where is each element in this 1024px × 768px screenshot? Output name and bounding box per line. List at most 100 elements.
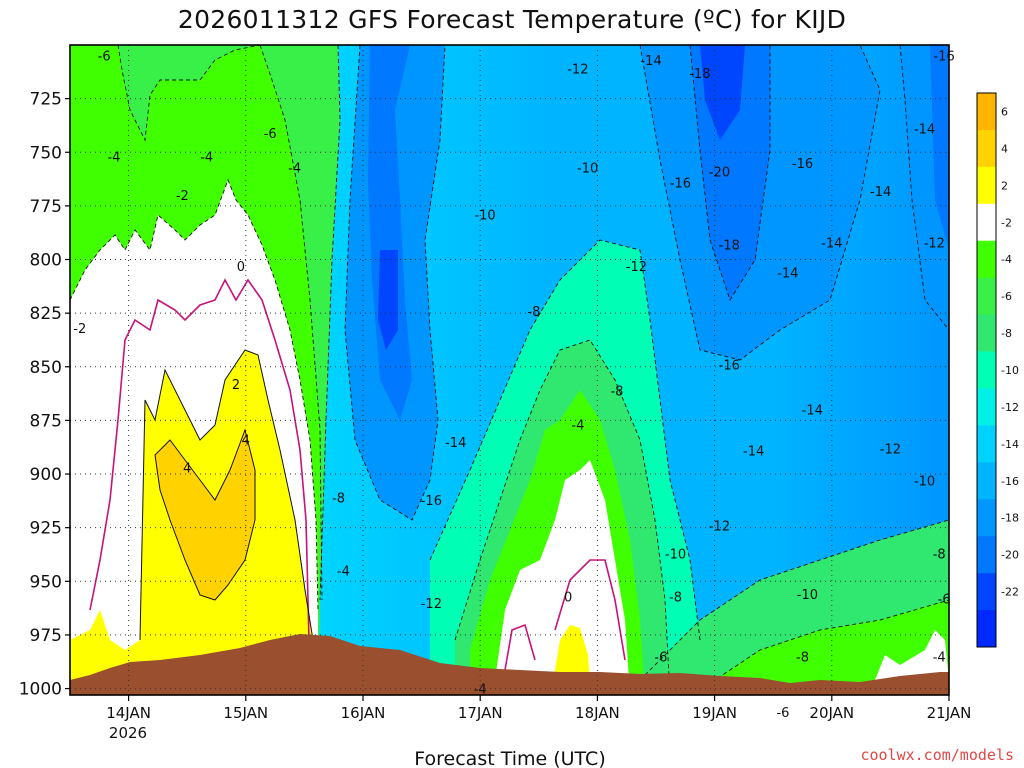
contour-label: -18 bbox=[719, 239, 740, 254]
y-tick-label: 950 bbox=[30, 572, 62, 592]
warm-layer-plus4 bbox=[155, 430, 255, 600]
warm-pocket-18jan bbox=[555, 625, 590, 680]
contour-label: -12 bbox=[880, 442, 901, 457]
x-axis: 14JAN 15JAN 16JAN 17JAN 18JAN 19JAN 20JAN 21JAN bbox=[106, 695, 971, 722]
colorbar-swatch bbox=[977, 573, 996, 611]
colorbar-label: -22 bbox=[1001, 586, 1019, 599]
contour-label: -18 bbox=[689, 67, 710, 82]
colorbar-label: -10 bbox=[1001, 364, 1019, 377]
contour-label: -12 bbox=[567, 63, 588, 78]
contour-label: 4 bbox=[183, 462, 191, 477]
colorbar-swatch bbox=[977, 351, 996, 389]
colorbar-label: -20 bbox=[1001, 549, 1019, 562]
contour-label: -16 bbox=[670, 176, 691, 191]
contour-label: -6 bbox=[98, 50, 111, 65]
y-axis: 725 750 775 800 825 850 875 900 925 950 975 1000 bbox=[19, 90, 70, 700]
contour-label: -20 bbox=[709, 166, 730, 181]
contour-label: -8 bbox=[332, 492, 345, 507]
y-tick-label: 875 bbox=[30, 411, 62, 431]
contour-line-plus4 bbox=[154, 428, 256, 601]
contour-label: -12 bbox=[626, 260, 647, 275]
contour-lines bbox=[70, 45, 949, 695]
contour-line-minus8 bbox=[319, 45, 341, 601]
colorbar-label: -6 bbox=[1001, 290, 1012, 303]
contour-label: -16 bbox=[719, 359, 740, 374]
contour-label: -8 bbox=[610, 384, 623, 399]
colorbar-label: -12 bbox=[1001, 401, 1019, 414]
contour-label: -8 bbox=[796, 650, 809, 665]
contour-label: -14 bbox=[640, 54, 661, 69]
contour-label: 0 bbox=[564, 590, 572, 605]
contour-label: -12 bbox=[709, 520, 730, 535]
contour-line-plus2 bbox=[139, 349, 314, 641]
contour-label: -10 bbox=[577, 161, 598, 176]
contour-label: -6 bbox=[776, 706, 789, 721]
x-tick-label: 18JAN bbox=[575, 704, 620, 722]
contour-label: -4 bbox=[107, 151, 120, 166]
y-tick-label: 925 bbox=[30, 519, 62, 539]
colorbar-swatch bbox=[977, 314, 996, 352]
y-tick-label: 900 bbox=[30, 465, 62, 485]
contour-label: -14 bbox=[914, 123, 935, 138]
colorbar-swatch bbox=[977, 388, 996, 426]
colorbar-label: -18 bbox=[1001, 512, 1019, 525]
contour-label: -14 bbox=[821, 236, 842, 251]
x-tick-label: 17JAN bbox=[458, 704, 503, 722]
chart-title: 2026011312 GFS Forecast Temperature (ºC)… bbox=[178, 5, 846, 34]
contour-line-minus14 bbox=[454, 339, 671, 695]
contour-label: -14 bbox=[445, 436, 466, 451]
contour-label: -6 bbox=[264, 127, 277, 142]
x-tick-label: 20JAN bbox=[809, 704, 854, 722]
cold-core-16jan-center bbox=[378, 250, 398, 350]
colorbar-label: 2 bbox=[1001, 179, 1008, 192]
colorbar-swatch bbox=[977, 536, 996, 574]
colorbar-swatch bbox=[977, 610, 996, 648]
cold-core-19jan-center bbox=[700, 45, 745, 140]
contour-label: -14 bbox=[743, 444, 764, 459]
colorbar-label: -4 bbox=[1001, 253, 1012, 266]
colorbar-swatch bbox=[977, 240, 996, 279]
contour-line-minus10 bbox=[344, 45, 446, 521]
contour-label: -14 bbox=[870, 185, 891, 200]
terrain-ground bbox=[70, 634, 949, 695]
contour-label: -2 bbox=[176, 189, 189, 204]
y-tick-label: 850 bbox=[30, 358, 62, 378]
contour-label: -2 bbox=[73, 322, 86, 337]
colorbar-label: 6 bbox=[1001, 105, 1008, 118]
cold-core-21jan-inner bbox=[930, 45, 949, 250]
contour-label: -16 bbox=[933, 50, 954, 65]
colorbar-label: -14 bbox=[1001, 438, 1019, 451]
contour-label: 0 bbox=[237, 260, 245, 275]
contour-line-minus12 bbox=[429, 239, 701, 641]
contour-line-minus22 bbox=[699, 599, 949, 691]
contour-label: -12 bbox=[421, 597, 442, 612]
contour-label: -6 bbox=[938, 592, 951, 607]
y-tick-label: 725 bbox=[30, 90, 62, 110]
cold-core-16jan-inner bbox=[368, 45, 412, 420]
contour-label: -4 bbox=[571, 419, 584, 434]
contour-label: 2 bbox=[232, 378, 240, 393]
contour-line-minus18 bbox=[689, 45, 771, 302]
colorbar: 6 4 2 -2 -4 -6 -8 -10 -12 -14 -16 -18 -20 -22 bbox=[976, 92, 1019, 648]
colorbar-swatch bbox=[977, 129, 996, 168]
credit-text: coolwx.com/models bbox=[860, 746, 1014, 764]
contour-line-minus2 bbox=[70, 178, 319, 611]
contour-labels: -6-4 -4-6-4-2-20244-8-4-12-14-18-16-14-10… bbox=[73, 50, 954, 721]
y-tick-label: 1000 bbox=[19, 680, 62, 700]
y-tick-label: 825 bbox=[30, 304, 62, 324]
contour-label: -10 bbox=[474, 208, 495, 223]
contour-line-minus24 bbox=[899, 45, 949, 331]
colorbar-label: -16 bbox=[1001, 475, 1019, 488]
contour-label: 4 bbox=[242, 434, 250, 449]
contour-label: -14 bbox=[777, 266, 798, 281]
y-tick-label: 800 bbox=[30, 251, 62, 271]
contour-label: -10 bbox=[797, 588, 818, 603]
contour-line-minus20 bbox=[639, 519, 949, 681]
colorbar-swatch bbox=[977, 93, 996, 131]
contour-label: -8 bbox=[933, 547, 946, 562]
contour-label: -4 bbox=[288, 161, 301, 176]
colorbar-swatch bbox=[977, 425, 996, 463]
y-tick-label: 775 bbox=[30, 197, 62, 217]
contour-label: -4 bbox=[200, 151, 213, 166]
colorbar-swatch bbox=[977, 203, 996, 242]
